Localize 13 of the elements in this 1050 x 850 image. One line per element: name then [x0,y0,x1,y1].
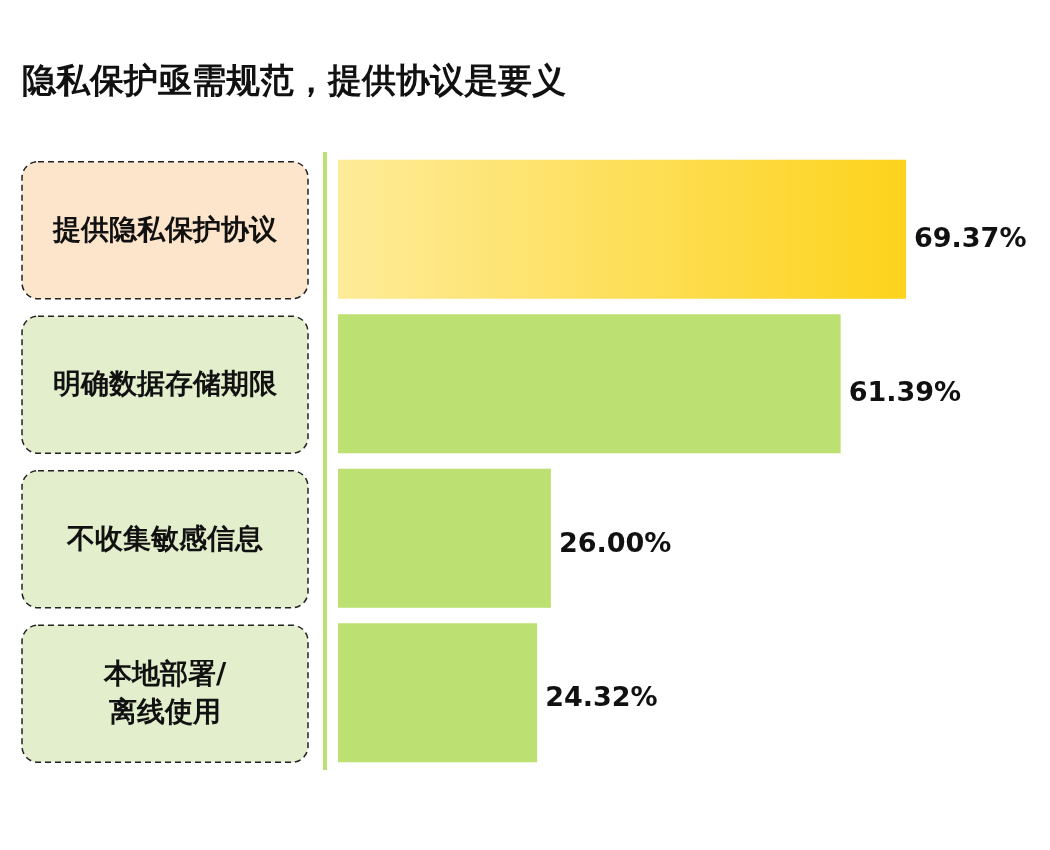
y-tick-label: 提供隐私保护协议 [52,212,278,246]
data-label: 24.32% [545,681,658,713]
bar [338,623,538,763]
bar [338,314,841,454]
data-label: 61.39% [848,376,962,408]
bar [338,468,551,608]
y-tick-label: 本地部署/ 离线使用 [102,657,227,729]
y-tick-label: 不收集敏感信息 [66,521,263,555]
bar [338,159,906,299]
y-tick-label: 明确数据存储期限 [53,367,278,401]
chart-title: 隐私保护亟需规范，提供协议是要义 [22,60,566,100]
data-label: 26.00% [558,526,672,558]
data-label: 69.37% [914,221,1027,253]
